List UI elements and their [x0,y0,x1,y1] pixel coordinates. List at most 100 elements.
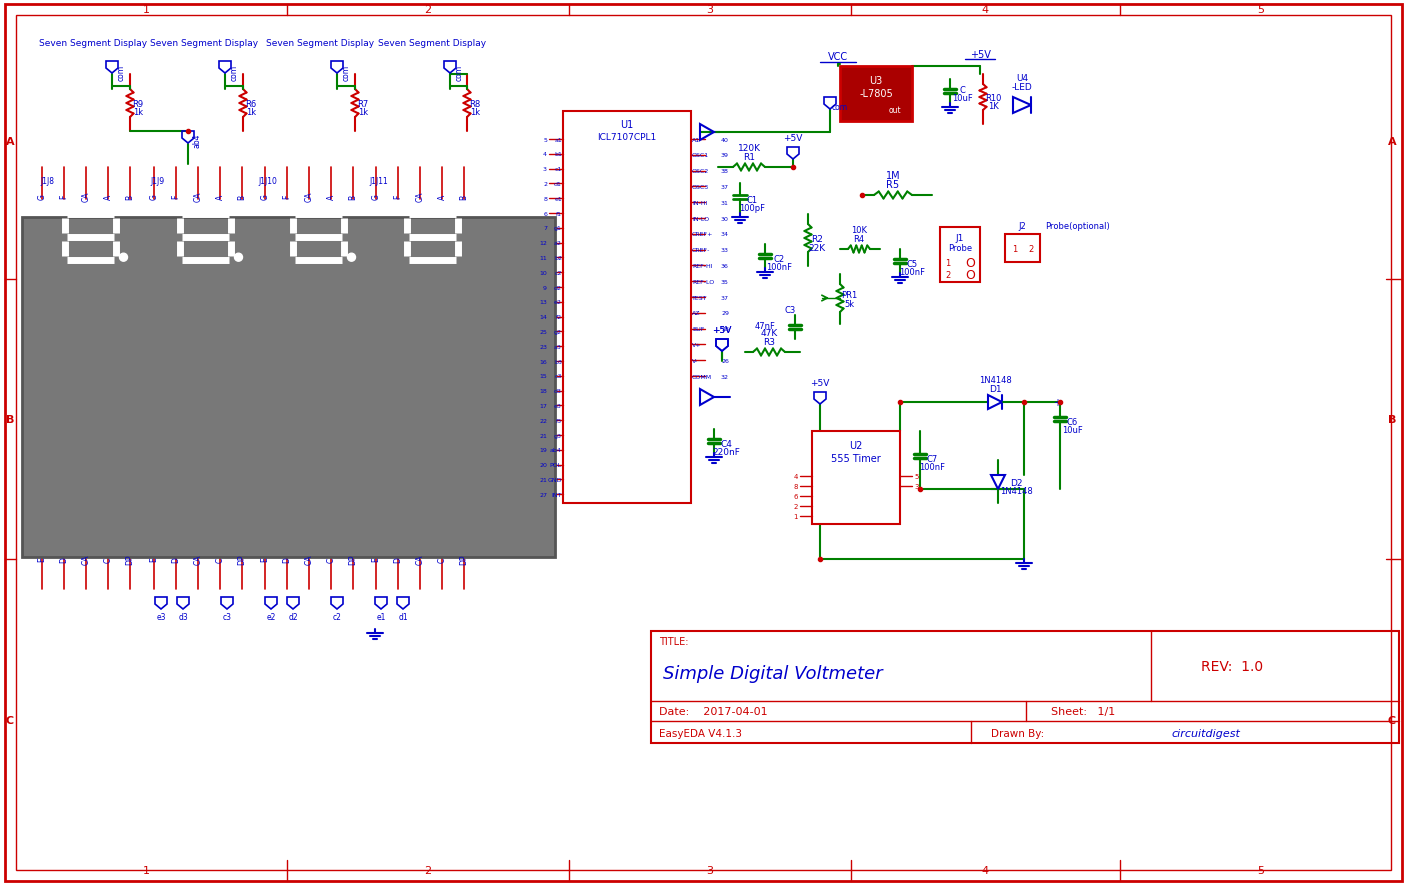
Text: C: C [960,85,965,95]
Text: 1: 1 [142,5,149,15]
Text: 10uF: 10uF [1062,425,1082,434]
Text: B: B [349,194,357,199]
Text: +5V: +5V [712,325,732,334]
Text: 28: 28 [720,327,729,331]
Text: 37: 37 [720,184,729,190]
Text: REV:  1.0: REV: 1.0 [1202,659,1263,673]
Text: 555 Timer: 555 Timer [832,454,881,463]
Text: C4: C4 [720,439,732,448]
Text: CA: CA [82,191,90,202]
Text: U1: U1 [620,120,633,130]
Text: 1: 1 [142,865,149,875]
Text: DP: DP [125,554,135,564]
Text: O: O [965,268,975,281]
Text: a2: a2 [554,241,561,245]
Text: +5V: +5V [810,378,830,387]
Text: 15: 15 [539,374,547,379]
Text: C3: C3 [784,305,795,315]
Text: Seven Segment Display: Seven Segment Display [266,38,374,48]
Text: 26: 26 [720,358,729,363]
Text: 1k: 1k [132,107,144,116]
Text: c2: c2 [332,613,342,622]
Text: 31: 31 [720,200,729,206]
Text: 17: 17 [539,403,547,408]
Text: CREF+: CREF+ [692,232,713,237]
Text: a1: a1 [554,137,561,143]
Text: out: out [889,105,902,114]
Text: 12: 12 [539,241,547,245]
Text: 3: 3 [543,167,547,172]
Text: 20: 20 [539,462,547,468]
Text: g2: g2 [554,330,561,335]
Text: 1K: 1K [988,101,999,111]
Text: CA: CA [415,191,425,202]
Text: EasyEDA V4.1.3: EasyEDA V4.1.3 [658,728,741,738]
Text: 47K: 47K [760,328,778,337]
Text: B: B [460,194,469,199]
Text: 16: 16 [539,359,547,364]
Text: f2: f2 [556,315,561,320]
Text: 9: 9 [543,285,547,291]
Text: 10K: 10K [851,225,867,234]
Text: 1: 1 [946,258,951,268]
Text: C7: C7 [926,454,937,463]
Text: a3: a3 [554,345,561,349]
Text: R1: R1 [743,152,756,161]
Bar [563,112,691,503]
Text: 5k: 5k [844,299,854,308]
Text: 5: 5 [543,137,547,143]
Text: 2: 2 [794,503,798,509]
Text: CA: CA [82,554,90,564]
Text: REF-LO: REF-LO [692,279,715,284]
Text: com: com [117,65,125,81]
Text: ICL7107CPL1: ICL7107CPL1 [598,132,657,142]
Text: 29: 29 [720,311,729,316]
Text: D: D [394,556,402,563]
Text: g3: g3 [554,433,561,438]
Text: A: A [438,194,446,199]
Text: J1: J1 [955,233,964,242]
Text: G: G [260,194,270,199]
Text: 13: 13 [539,300,547,305]
Text: 34: 34 [720,232,729,237]
Text: INT: INT [552,492,561,497]
Text: 8: 8 [794,484,798,489]
Text: CA: CA [194,554,203,564]
Text: GND: GND [547,478,561,482]
Text: d2: d2 [288,613,298,622]
Text: C5: C5 [906,260,917,268]
Text: f1: f1 [556,211,561,216]
Text: U3: U3 [870,76,882,86]
Text: b1: b1 [554,152,561,157]
Text: C1: C1 [747,195,757,205]
Text: A: A [215,194,225,199]
Bar [940,228,981,283]
Text: Probe(optional): Probe(optional) [1045,222,1110,230]
Text: F: F [394,195,402,199]
Text: DP: DP [460,554,469,564]
Text: 100nF: 100nF [919,462,946,471]
Text: e3: e3 [554,403,561,408]
Text: 22K: 22K [809,244,826,253]
Text: J1J8: J1J8 [39,176,53,185]
Text: POL: POL [550,462,561,468]
Text: C2: C2 [774,254,785,263]
Text: VCC: VCC [827,52,848,62]
Text: D: D [283,556,291,563]
Text: d1: d1 [554,182,561,187]
Text: 2: 2 [425,865,432,875]
Text: R10: R10 [985,93,1002,103]
Text: 1N4148: 1N4148 [979,375,1012,384]
Text: G: G [38,194,46,199]
Text: V-: V- [692,358,698,363]
Text: -L7805: -L7805 [860,89,893,99]
Text: 4: 4 [543,152,547,157]
Text: D1: D1 [989,384,1002,393]
Text: Date:    2017-04-01: Date: 2017-04-01 [658,706,768,716]
Text: A: A [104,194,113,199]
Text: Simple Digital Voltmeter: Simple Digital Voltmeter [663,664,882,682]
Text: e3: e3 [156,613,166,622]
Bar [651,632,1399,743]
Text: ab4: ab4 [550,447,561,453]
Text: 100nF: 100nF [765,262,792,271]
